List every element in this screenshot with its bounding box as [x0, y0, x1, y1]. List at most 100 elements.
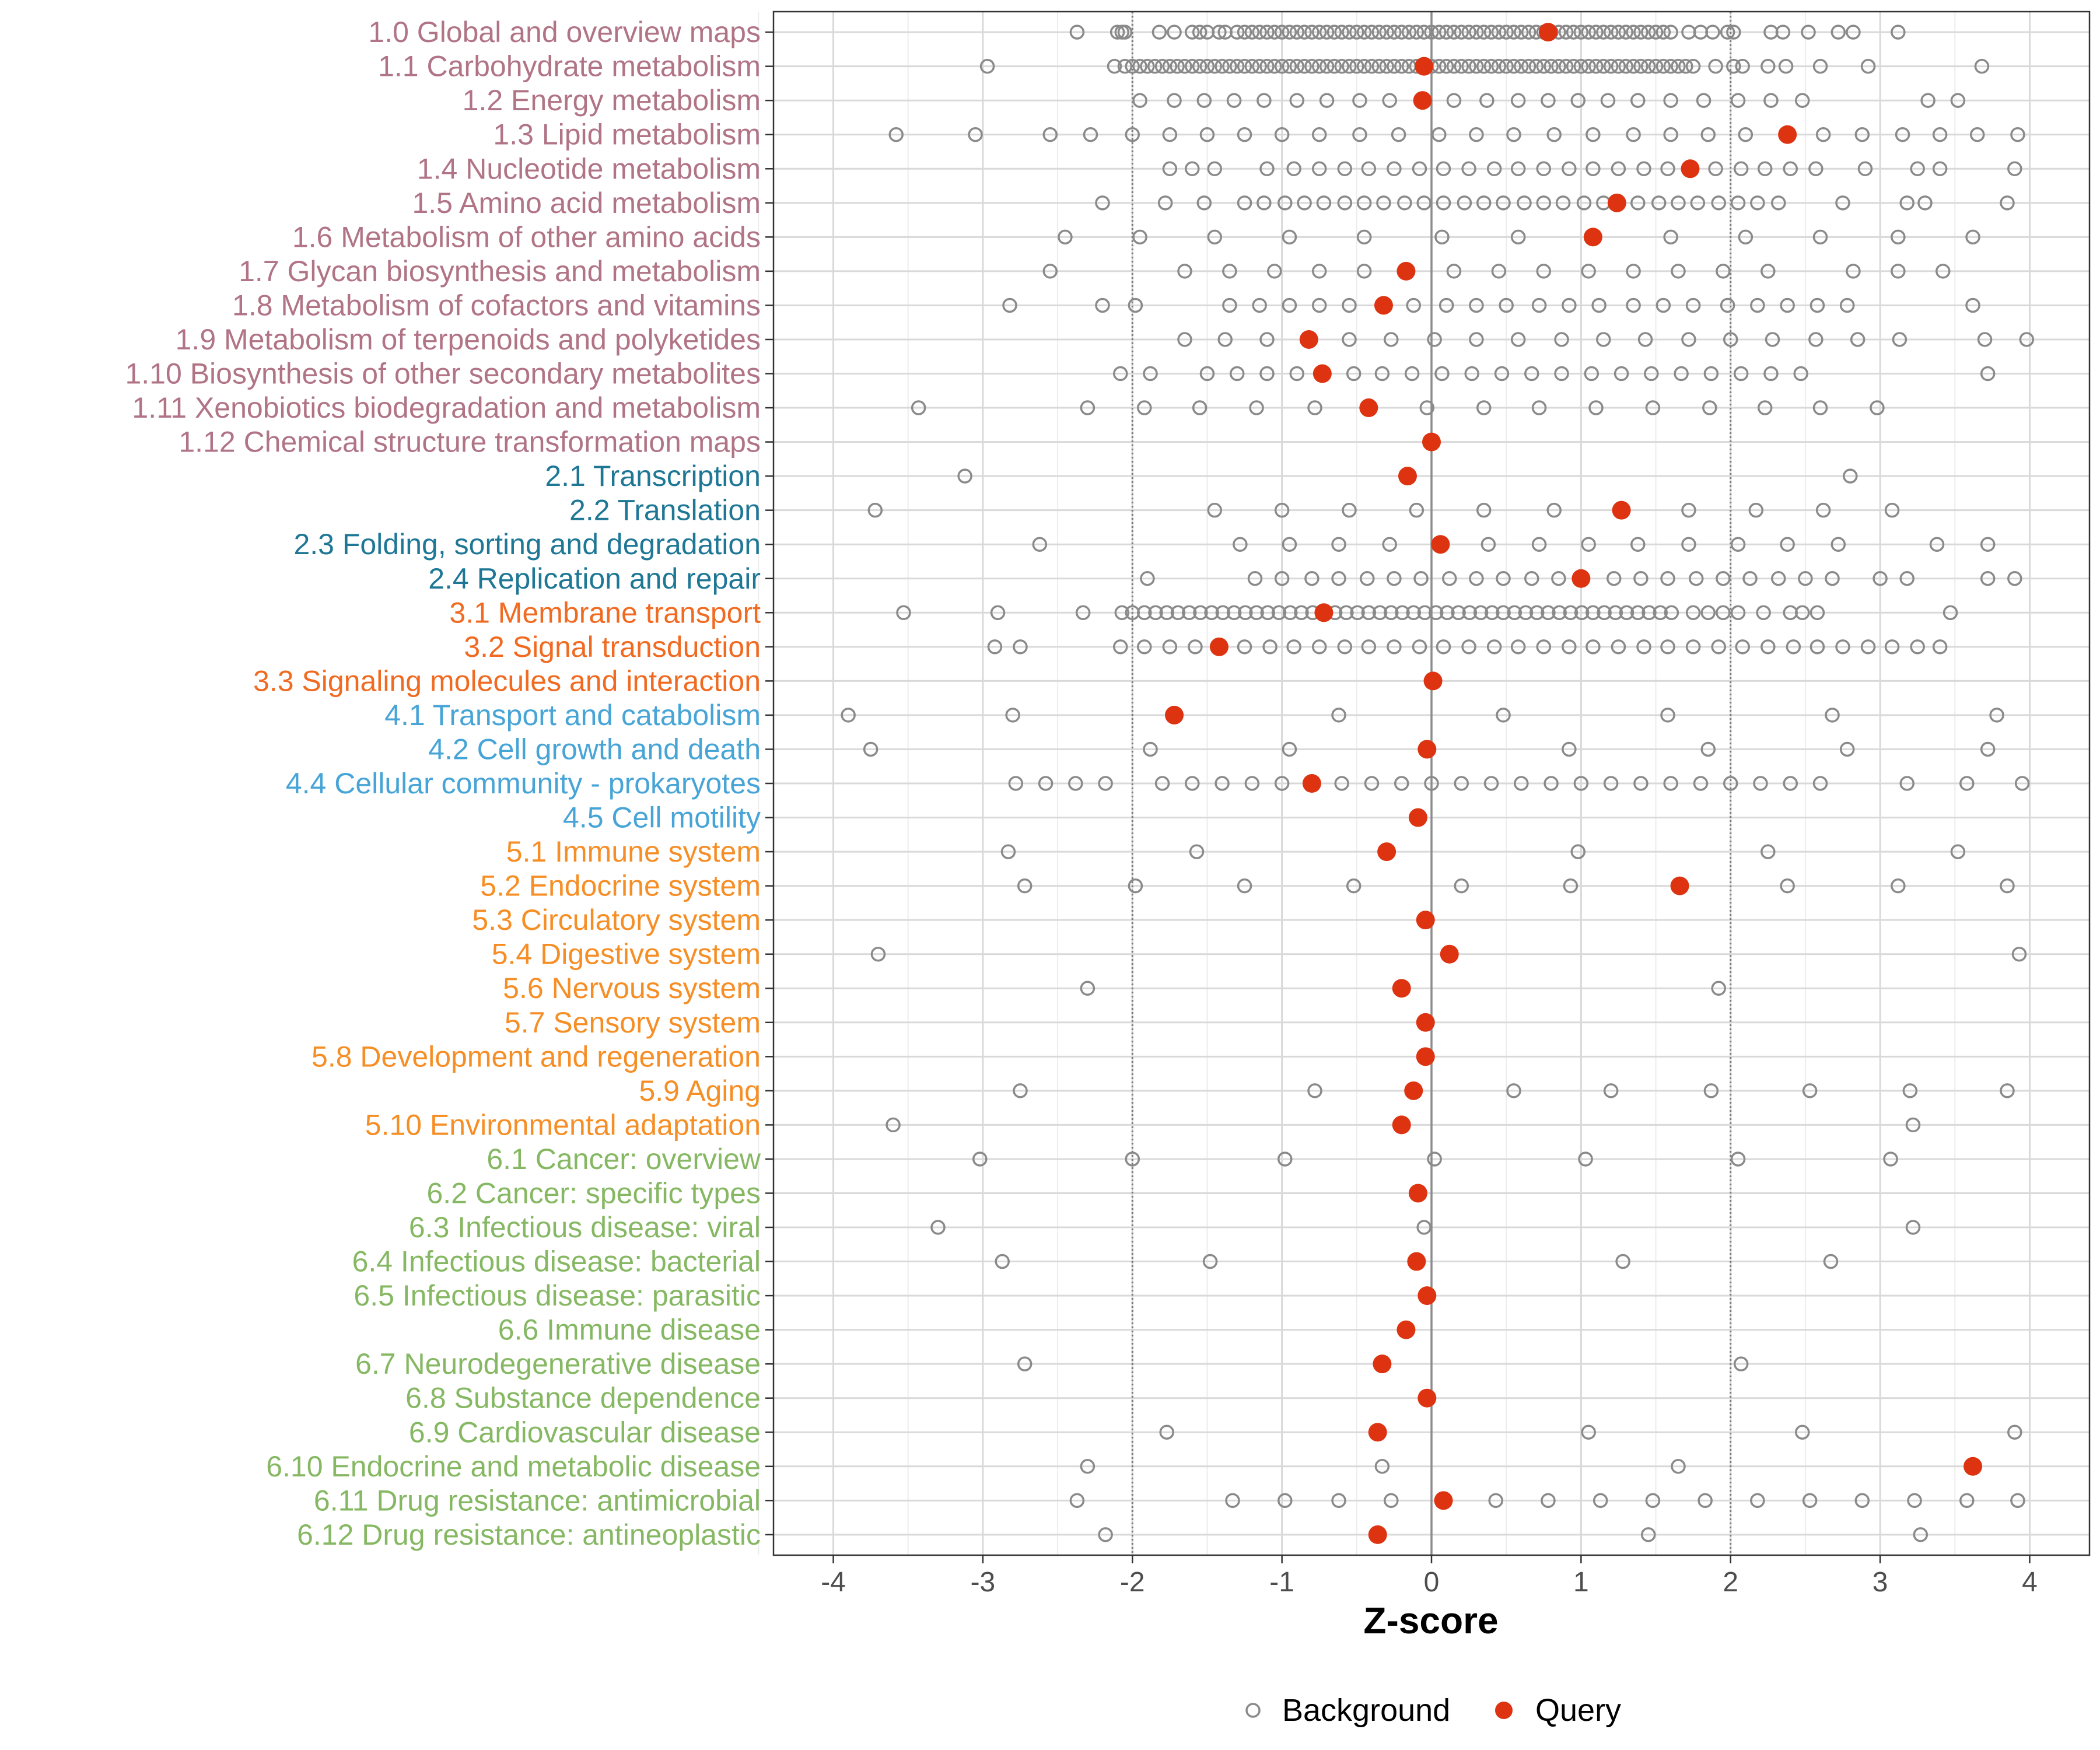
background-point — [1282, 741, 1297, 757]
background-point — [1576, 195, 1592, 211]
background-point — [1286, 639, 1301, 654]
background-point — [1042, 127, 1058, 142]
background-point — [1469, 571, 1484, 586]
background-point — [1588, 58, 1604, 74]
background-point — [1771, 571, 1786, 586]
background-point — [1546, 127, 1562, 142]
background-point — [1633, 776, 1648, 791]
background-point — [1199, 366, 1215, 382]
background-point — [1017, 878, 1032, 894]
query-points — [1165, 23, 1983, 1544]
query-point — [1373, 1354, 1392, 1374]
background-point — [1932, 161, 1948, 177]
background-point — [1432, 24, 1447, 40]
background-point — [1311, 58, 1327, 74]
background-point — [1334, 58, 1349, 74]
background-point — [1763, 93, 1779, 108]
background-point — [1873, 571, 1888, 586]
background-point — [1496, 571, 1511, 586]
background-point — [1409, 24, 1424, 40]
background-point — [1529, 605, 1545, 621]
background-point — [1656, 298, 1671, 313]
background-point — [1117, 24, 1133, 40]
background-point — [1331, 537, 1346, 552]
background-point — [1857, 161, 1873, 177]
query-point — [1422, 432, 1441, 452]
background-point — [1720, 24, 1735, 40]
background-point — [1760, 639, 1776, 654]
background-point — [1795, 1424, 1810, 1440]
background-point — [968, 127, 983, 142]
legend: Background Query — [1245, 1693, 1621, 1728]
background-point — [1578, 1152, 1593, 1167]
background-point — [1678, 58, 1693, 74]
background-point — [1212, 24, 1227, 40]
background-point — [1486, 161, 1502, 177]
background-point — [1780, 537, 1795, 552]
background-point — [1905, 1220, 1921, 1235]
background-point — [1891, 264, 1906, 279]
background-point — [987, 639, 1003, 654]
background-point — [1238, 605, 1253, 621]
background-point — [2011, 946, 2027, 962]
background-point — [1095, 298, 1110, 313]
background-point — [1570, 93, 1586, 108]
background-point — [1013, 639, 1028, 654]
background-point — [1434, 229, 1450, 245]
background-point — [1137, 605, 1152, 621]
background-point — [1726, 58, 1741, 74]
query-point — [1418, 740, 1437, 759]
background-point — [1461, 58, 1476, 74]
category-label: 6.2 Cancer: specific types — [427, 1177, 761, 1209]
background-point — [2000, 195, 2015, 211]
background-point — [1778, 58, 1794, 74]
legend-query-symbol — [1495, 1702, 1513, 1719]
background-point — [1289, 93, 1305, 108]
background-point — [1558, 58, 1574, 74]
background-point — [1331, 1493, 1346, 1508]
background-point — [1267, 264, 1282, 279]
background-point — [1738, 229, 1754, 245]
background-point — [1339, 605, 1354, 621]
background-point — [1346, 366, 1362, 382]
background-point — [1107, 58, 1122, 74]
background-point — [1167, 24, 1182, 40]
background-point — [1289, 58, 1305, 74]
background-point — [1980, 571, 1996, 586]
background-point — [1907, 1493, 1922, 1508]
background-point — [1750, 195, 1765, 211]
background-point — [888, 127, 904, 142]
background-point — [1356, 195, 1372, 211]
background-point — [1750, 1493, 1765, 1508]
background-point — [1702, 400, 1717, 415]
background-point — [1716, 605, 1731, 621]
background-point — [1181, 605, 1197, 621]
background-point — [1494, 366, 1510, 382]
background-point — [1364, 776, 1380, 791]
category-label: 5.2 Endocrine system — [480, 870, 761, 902]
background-point — [1488, 1493, 1503, 1508]
category-label: 5.1 Immune system — [506, 835, 761, 868]
background-point — [1780, 878, 1795, 894]
background-point — [1342, 298, 1357, 313]
background-point — [1558, 24, 1574, 40]
background-point — [1256, 195, 1272, 211]
background-point — [1685, 639, 1701, 654]
background-point — [1656, 24, 1671, 40]
x-axis-title: Z-score — [1363, 1600, 1498, 1642]
background-point — [1671, 195, 1686, 211]
background-point — [1671, 264, 1686, 279]
background-point — [1416, 195, 1432, 211]
background-point — [1140, 58, 1155, 74]
background-point — [1157, 195, 1173, 211]
background-point — [1274, 571, 1290, 586]
background-point — [1356, 264, 1372, 279]
background-point — [1434, 366, 1450, 382]
background-point — [1311, 639, 1327, 654]
background-point — [1690, 195, 1706, 211]
background-point — [1551, 58, 1566, 74]
background-point — [1793, 366, 1808, 382]
background-point — [1698, 1493, 1713, 1508]
background-point — [1436, 639, 1451, 654]
